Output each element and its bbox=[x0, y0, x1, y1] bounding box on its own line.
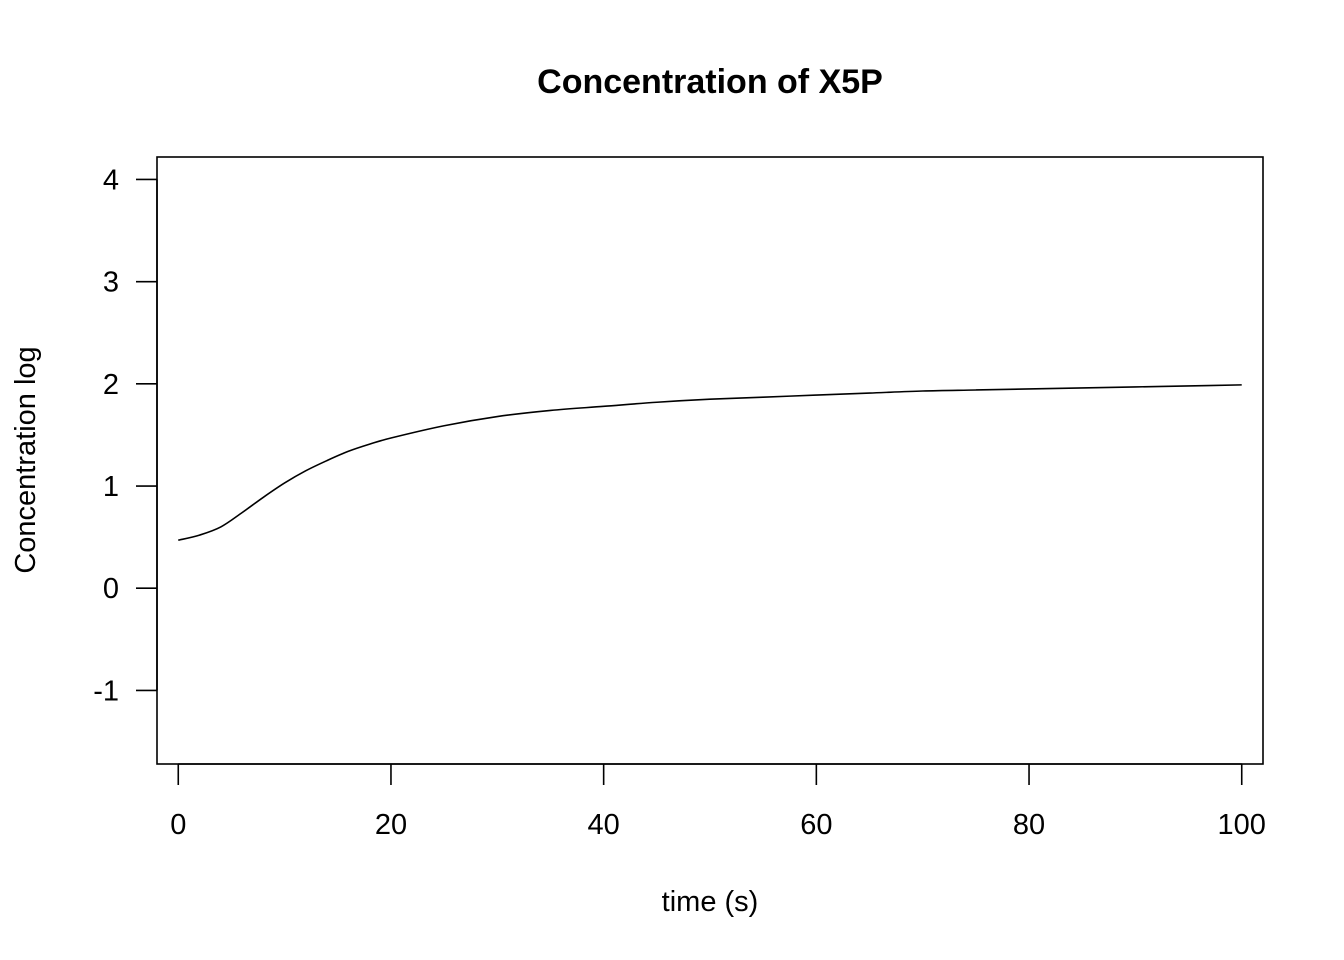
series-layer bbox=[178, 384, 1242, 541]
x-tick-label: 80 bbox=[1013, 809, 1045, 841]
x-tick-label: 100 bbox=[1218, 809, 1266, 841]
x-tick-label: 0 bbox=[170, 809, 186, 841]
series-line bbox=[178, 384, 1242, 541]
x-tick-label: 40 bbox=[588, 809, 620, 841]
y-tick-label: 4 bbox=[103, 164, 119, 196]
y-tick-label: 1 bbox=[103, 471, 119, 503]
y-axis-label: Concentration log bbox=[10, 346, 42, 573]
x-axis: 0 20 40 60 80 100 bbox=[170, 763, 1266, 841]
y-axis: -1 0 1 2 3 4 bbox=[93, 164, 158, 707]
x-tick-label: 60 bbox=[800, 809, 832, 841]
y-tick-label: 2 bbox=[103, 369, 119, 401]
y-tick-label: -1 bbox=[93, 675, 119, 707]
x-axis-label: time (s) bbox=[662, 886, 759, 918]
y-tick-label: 3 bbox=[103, 267, 119, 299]
plot-frame bbox=[156, 156, 1264, 765]
x-tick-label: 20 bbox=[375, 809, 407, 841]
y-tick-label: 0 bbox=[103, 573, 119, 605]
chart-title: Concentration of X5P bbox=[537, 63, 883, 101]
